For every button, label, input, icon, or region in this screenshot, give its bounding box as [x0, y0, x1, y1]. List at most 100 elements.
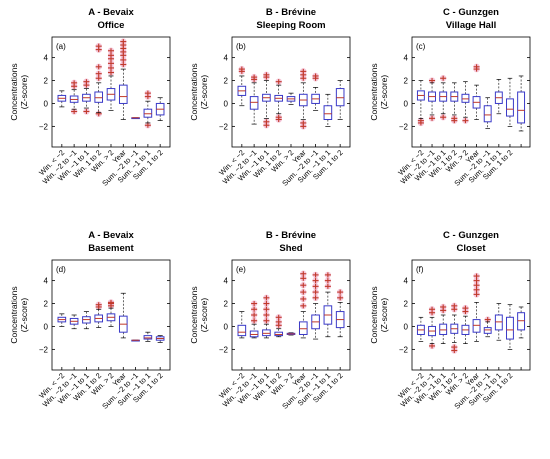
y-axis-label: Concentrations	[9, 286, 19, 343]
panel-1: B - Brévine Sleeping Room (b) −2 0 2 4 Concentr…	[189, 7, 351, 188]
y-axis-label-unit: (Z-score)	[199, 75, 209, 110]
box-7	[143, 89, 153, 147]
box-5	[298, 270, 308, 370]
box-iqr	[262, 329, 271, 337]
box-iqr	[483, 105, 492, 123]
panel-label: (b)	[236, 42, 246, 51]
box-8	[335, 80, 345, 147]
box-1	[69, 79, 79, 147]
box-8	[335, 288, 345, 370]
box-7	[323, 271, 333, 370]
y-tick-label: 4	[404, 277, 409, 286]
panel-label: (f)	[416, 265, 424, 274]
panel-subtitle: Shed	[279, 243, 302, 254]
y-axis-label: Concentrations	[189, 286, 199, 343]
box-iqr	[517, 312, 526, 331]
box-0	[237, 311, 247, 370]
box-3	[274, 78, 284, 147]
box-5	[298, 68, 308, 147]
box-2	[439, 75, 448, 147]
y-tick-label: 4	[224, 277, 229, 286]
panel-title: C - Gunzgen	[443, 7, 499, 18]
panel-title: A - Bevaix	[88, 230, 134, 241]
box-iqr	[506, 316, 514, 340]
box-7	[323, 93, 333, 147]
panel-subtitle: Sleeping Room	[256, 20, 325, 31]
panel-3: A - Bevaix Basement (d) −2 0 2 4 Concentrations…	[9, 230, 171, 411]
panel-title: B - Brévine	[266, 230, 316, 241]
panel-label: (d)	[56, 265, 66, 274]
box-1	[428, 77, 436, 147]
y-axis-label-unit: (Z-score)	[19, 75, 29, 110]
box-3	[450, 302, 459, 370]
box-8	[155, 335, 165, 370]
box-9	[517, 306, 526, 370]
box-iqr	[335, 88, 345, 107]
box-4	[106, 299, 116, 370]
panel-label: (e)	[236, 265, 246, 274]
y-tick-label: −2	[39, 122, 49, 131]
box-iqr	[461, 93, 470, 103]
plot-area	[51, 259, 171, 371]
box-2	[82, 311, 91, 370]
box-6	[311, 72, 320, 147]
y-tick-label: −2	[399, 122, 409, 131]
y-tick-label: 4	[44, 277, 49, 286]
y-tick-label: 2	[404, 77, 409, 86]
box-0	[416, 80, 425, 147]
y-tick-label: 4	[224, 54, 229, 63]
box-iqr	[506, 98, 514, 117]
box-7	[494, 79, 503, 147]
box-0	[237, 65, 247, 147]
box-8	[506, 77, 514, 147]
y-tick-label: 2	[224, 77, 229, 86]
box-iqr	[249, 96, 259, 110]
panel-subtitle: Closet	[456, 243, 486, 254]
y-tick-label: 4	[404, 54, 409, 63]
y-axis-label: Concentrations	[369, 63, 379, 120]
box-iqr	[143, 335, 153, 340]
y-tick-label: 2	[404, 300, 409, 309]
box-iqr	[483, 327, 492, 334]
box-1	[428, 306, 436, 370]
box-8	[155, 97, 165, 147]
box-iqr	[274, 331, 284, 337]
box-0	[57, 90, 67, 147]
panel-title: A - Bevaix	[88, 7, 134, 18]
y-tick-label: 0	[404, 99, 409, 108]
panel-title: B - Brévine	[266, 7, 316, 18]
y-tick-label: 0	[44, 322, 49, 331]
plot-area	[411, 259, 531, 371]
y-tick-label: −2	[219, 345, 229, 354]
y-axis-label-unit: (Z-score)	[19, 298, 29, 333]
box-4	[461, 81, 470, 147]
box-7	[143, 331, 153, 370]
box-2	[82, 78, 91, 147]
y-tick-label: −2	[399, 345, 409, 354]
box-2	[439, 303, 448, 370]
box-3	[274, 314, 284, 370]
box-1	[249, 73, 259, 147]
y-axis-label: Concentrations	[369, 286, 379, 343]
box-iqr	[439, 323, 448, 335]
panel-subtitle: Basement	[88, 243, 134, 254]
box-iqr	[143, 108, 153, 118]
box-0	[416, 316, 425, 370]
box-8	[506, 304, 514, 370]
box-4	[106, 47, 116, 147]
y-axis-label-unit: (Z-score)	[199, 298, 209, 333]
box-5	[472, 63, 481, 147]
y-tick-label: 0	[224, 99, 229, 108]
box-6	[131, 339, 140, 370]
panel-5: C - Gunzgen Closet (f) −2 0 2 4 Concentrations(…	[369, 230, 531, 411]
box-iqr	[94, 91, 104, 103]
box-6	[483, 97, 492, 147]
y-tick-label: 2	[44, 300, 49, 309]
box-iqr	[323, 105, 333, 120]
box-2	[262, 71, 271, 147]
panel-subtitle: Village Hall	[446, 20, 497, 31]
box-3	[94, 42, 104, 147]
panel-4: B - Brévine Shed (e) −2 0 2 4 Concentrations (Z-…	[189, 230, 351, 411]
